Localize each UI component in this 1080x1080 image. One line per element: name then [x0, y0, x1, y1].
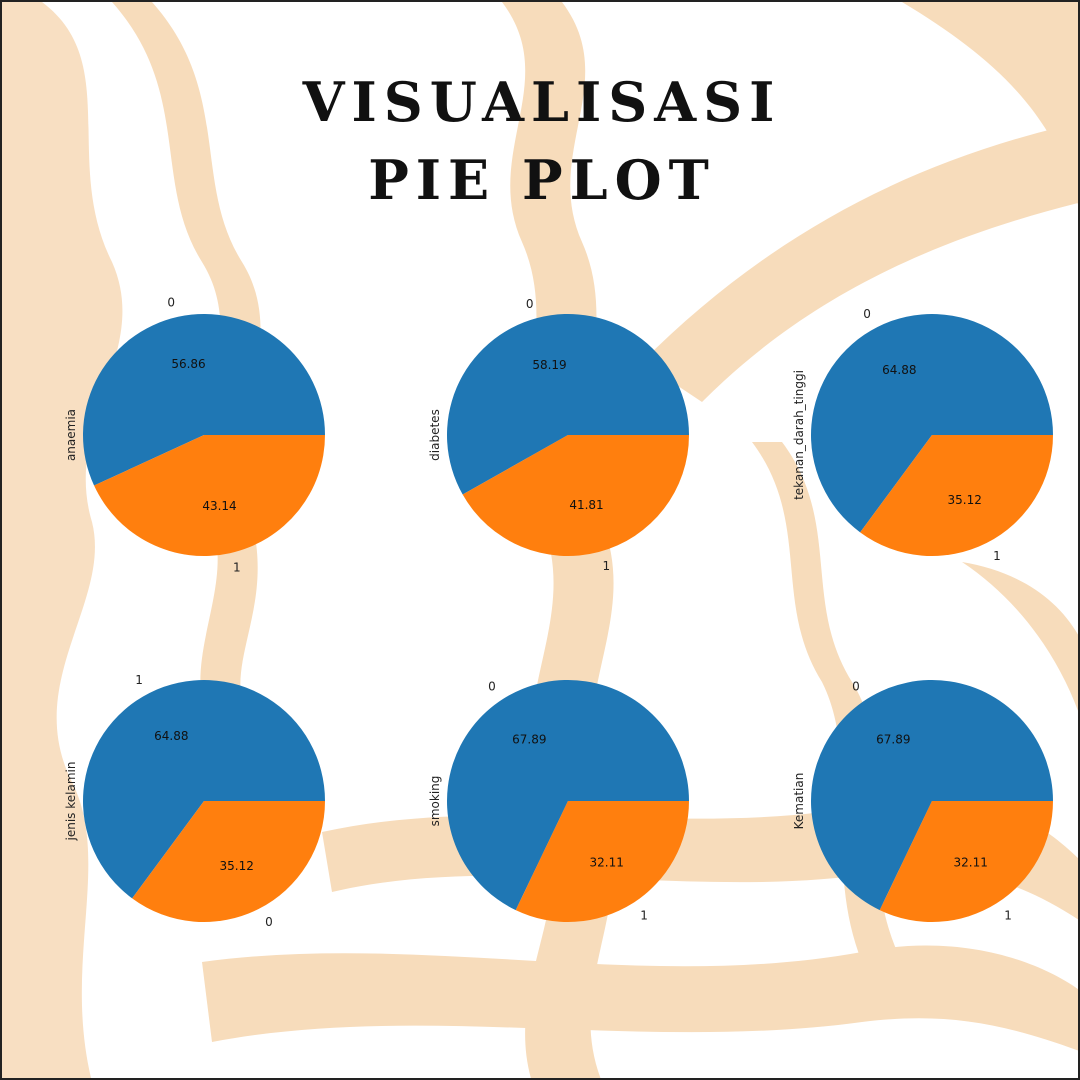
page-title-line-1: VISUALISASI	[302, 70, 782, 134]
decor-swirl-right	[902, 2, 1078, 205]
pie-chart-smoking: 67.89 0 32.11 1 smoking	[428, 679, 690, 923]
pie-chart-jenis-kelamin: 64.88 1 35.12 0 jenis kelamin	[64, 673, 325, 929]
pie-percent-label: 56.86	[171, 357, 205, 371]
pie-chart-kematian: 67.89 0 32.11 1 Kematian	[792, 679, 1054, 923]
pie-percent-label: 64.88	[154, 729, 188, 743]
pie-percent-label: 35.12	[220, 859, 254, 873]
pie-percent-label: 43.14	[202, 499, 236, 513]
pie-ylabel: jenis kelamin	[64, 762, 78, 842]
pie-percent-label: 58.19	[532, 358, 566, 372]
pie-slice	[860, 435, 1053, 556]
decor-curve-right	[642, 122, 1078, 402]
pie-percent-label: 41.81	[569, 498, 603, 512]
pie-category-label: 1	[640, 909, 648, 923]
pie-category-label: 1	[1004, 909, 1012, 923]
pie-category-label: 0	[265, 915, 273, 929]
pie-category-label: 0	[863, 307, 871, 321]
decor-ribbon-bottom	[202, 945, 1078, 1051]
pie-slice	[810, 313, 1053, 533]
pie-chart-tekanan-darah-tinggi: 64.88 0 35.12 1 tekanan_darah_tinggi	[792, 307, 1053, 563]
pie-category-label: 0	[852, 679, 860, 693]
pie-slice	[132, 801, 325, 922]
pie-percent-label: 67.89	[512, 733, 546, 747]
pie-ylabel: smoking	[428, 776, 442, 827]
pie-category-label: 1	[993, 549, 1001, 563]
pie-ylabel: tekanan_darah_tinggi	[792, 370, 806, 500]
pie-slice	[82, 313, 326, 486]
pie-slice	[447, 680, 689, 911]
pie-category-label: 1	[603, 559, 611, 573]
pie-ylabel: diabetes	[428, 409, 442, 461]
decor-leaf-right	[962, 562, 1078, 711]
pie-percent-label: 35.12	[948, 493, 982, 507]
pie-ylabel: anaemia	[64, 409, 78, 461]
pie-category-label: 0	[488, 679, 496, 693]
pie-category-label: 0	[526, 297, 534, 311]
pie-percent-label: 32.11	[954, 855, 988, 869]
pie-ylabel: Kematian	[792, 773, 806, 830]
pie-slice	[462, 435, 689, 556]
pie-percent-label: 32.11	[590, 855, 624, 869]
pie-percent-label: 67.89	[876, 733, 910, 747]
pie-category-label: 1	[135, 673, 143, 687]
decor-swirl-left	[2, 2, 123, 1078]
pie-chart-anaemia: 56.86 0 43.14 1 anaemia	[64, 296, 326, 574]
pie-chart-diabetes: 58.19 0 41.81 1 diabetes	[428, 297, 689, 573]
pie-percent-label: 64.88	[882, 363, 916, 377]
pie-slice	[811, 680, 1053, 911]
pie-slice	[515, 801, 690, 923]
pie-slice	[879, 801, 1054, 923]
page-title-line-2: PIE PLOT	[368, 148, 716, 212]
pie-slice	[82, 679, 325, 899]
pie-slice	[94, 435, 325, 556]
pie-slice	[447, 313, 689, 495]
pie-category-label: 0	[167, 296, 175, 310]
pie-category-label: 1	[233, 560, 241, 574]
